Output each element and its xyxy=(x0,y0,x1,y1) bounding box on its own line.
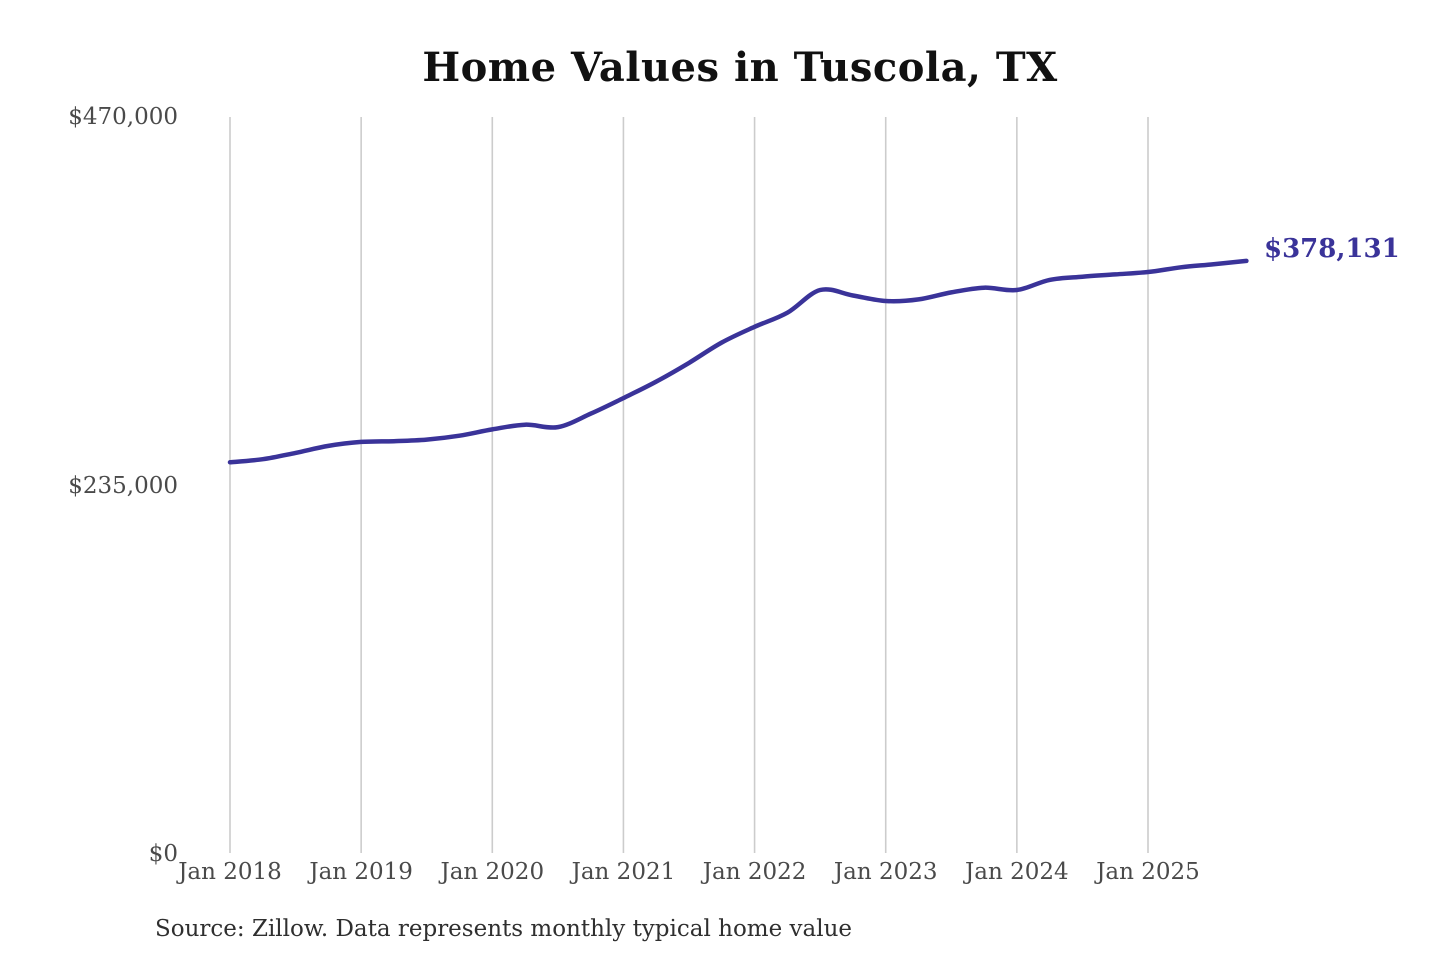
source-note: Source: Zillow. Data represents monthly … xyxy=(155,916,853,942)
y-axis-tick-235000: $235,000 xyxy=(68,473,178,499)
x-tick-label-jan-2025: Jan 2025 xyxy=(1094,859,1200,885)
x-tick-label-jan-2019: Jan 2019 xyxy=(307,859,413,885)
x-tick-label-jan-2021: Jan 2021 xyxy=(570,859,676,885)
chart-title: Home Values in Tuscola, TX xyxy=(422,44,1058,91)
home-value-line xyxy=(227,258,1249,465)
latest-value-label: $378,131 xyxy=(1264,234,1400,264)
y-axis-tick-0: $0 xyxy=(148,841,178,867)
x-tick-label-jan-2024: Jan 2024 xyxy=(963,859,1069,885)
y-axis-tick-470000: $470,000 xyxy=(68,104,178,130)
x-tick-label-jan-2018: Jan 2018 xyxy=(176,859,282,885)
x-tick-label-jan-2022: Jan 2022 xyxy=(701,859,807,885)
x-tick-label-jan-2023: Jan 2023 xyxy=(832,859,938,885)
x-tick-label-jan-2020: Jan 2020 xyxy=(438,859,544,885)
